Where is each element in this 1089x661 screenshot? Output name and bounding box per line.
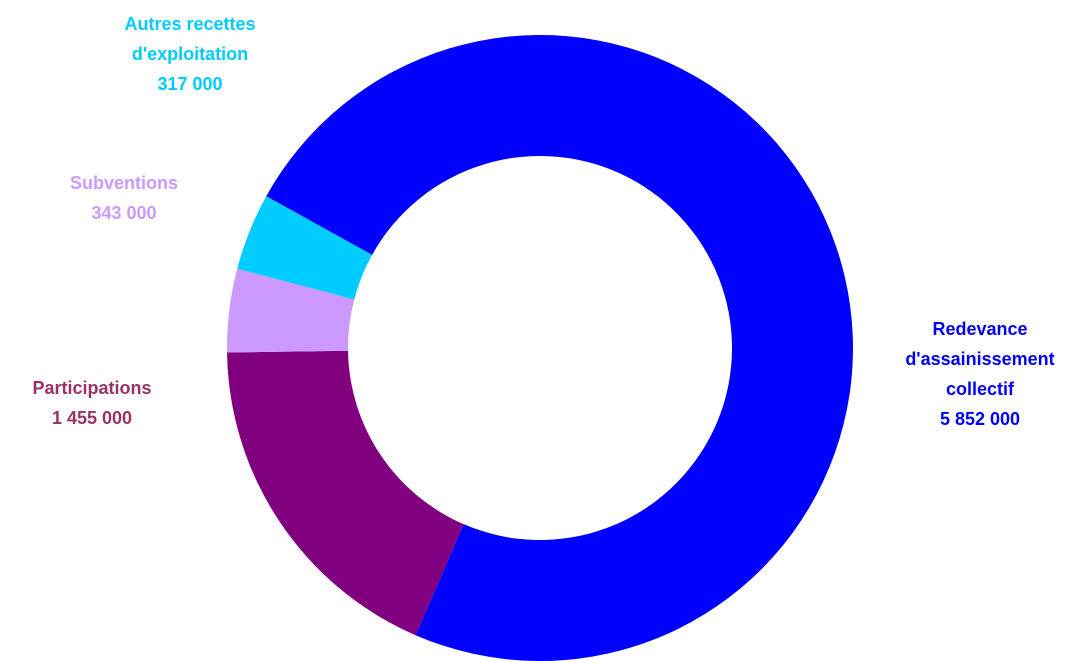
slice-label: Subventions 343 000 xyxy=(70,173,178,223)
slice-label: Participations 1 455 000 xyxy=(32,378,151,428)
slice-value-label: 317 000 xyxy=(157,74,222,94)
slice-name-label: d'exploitation xyxy=(132,44,248,64)
slice-participations xyxy=(227,350,464,636)
slice-redevance-d-assainissement-collectif xyxy=(266,34,853,661)
slice-value-label: 1 455 000 xyxy=(52,408,132,428)
slice-value-label: 343 000 xyxy=(91,203,156,223)
slice-name-label: collectif xyxy=(946,379,1015,399)
slice-label: Redevance d'assainissement collectif 5 852 … xyxy=(905,319,1054,429)
slice-name-label: Redevance xyxy=(932,319,1027,339)
slice-name-label: Autres recettes xyxy=(124,14,255,34)
donut-slices xyxy=(226,34,853,661)
slice-subventions xyxy=(226,268,355,353)
slice-name-label: d'assainissement xyxy=(905,349,1054,369)
slice-labels: Redevance d'assainissement collectif 5 852 … xyxy=(32,14,1054,429)
slice-name-label: Participations xyxy=(32,378,151,398)
slice-name-label: Subventions xyxy=(70,173,178,193)
slice-value-label: 5 852 000 xyxy=(940,409,1020,429)
slice-autres-recettes-d-exploitation xyxy=(237,196,373,300)
slice-label: Autres recettes d'exploitation 317 000 xyxy=(124,14,255,94)
